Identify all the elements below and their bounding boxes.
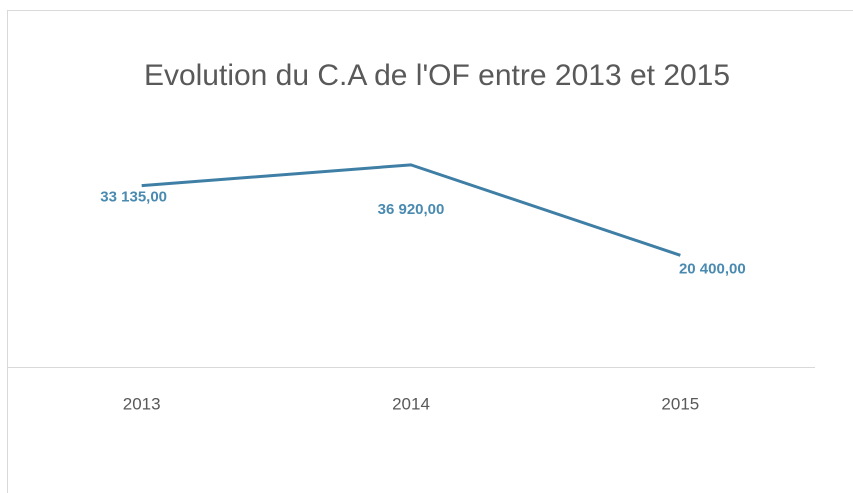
data-label: 20 400,00: [679, 260, 746, 277]
chart-title: Evolution du C.A de l'OF entre 2013 et 2…: [143, 59, 731, 92]
x-tick-label: 2015: [661, 394, 699, 413]
x-tick-label: 2013: [123, 394, 161, 413]
data-label: 36 920,00: [378, 201, 445, 218]
data-label: 33 135,00: [100, 189, 167, 206]
line-series: [141, 163, 681, 257]
chart-frame: [7, 10, 853, 493]
x-tick-label: 2014: [392, 394, 430, 413]
